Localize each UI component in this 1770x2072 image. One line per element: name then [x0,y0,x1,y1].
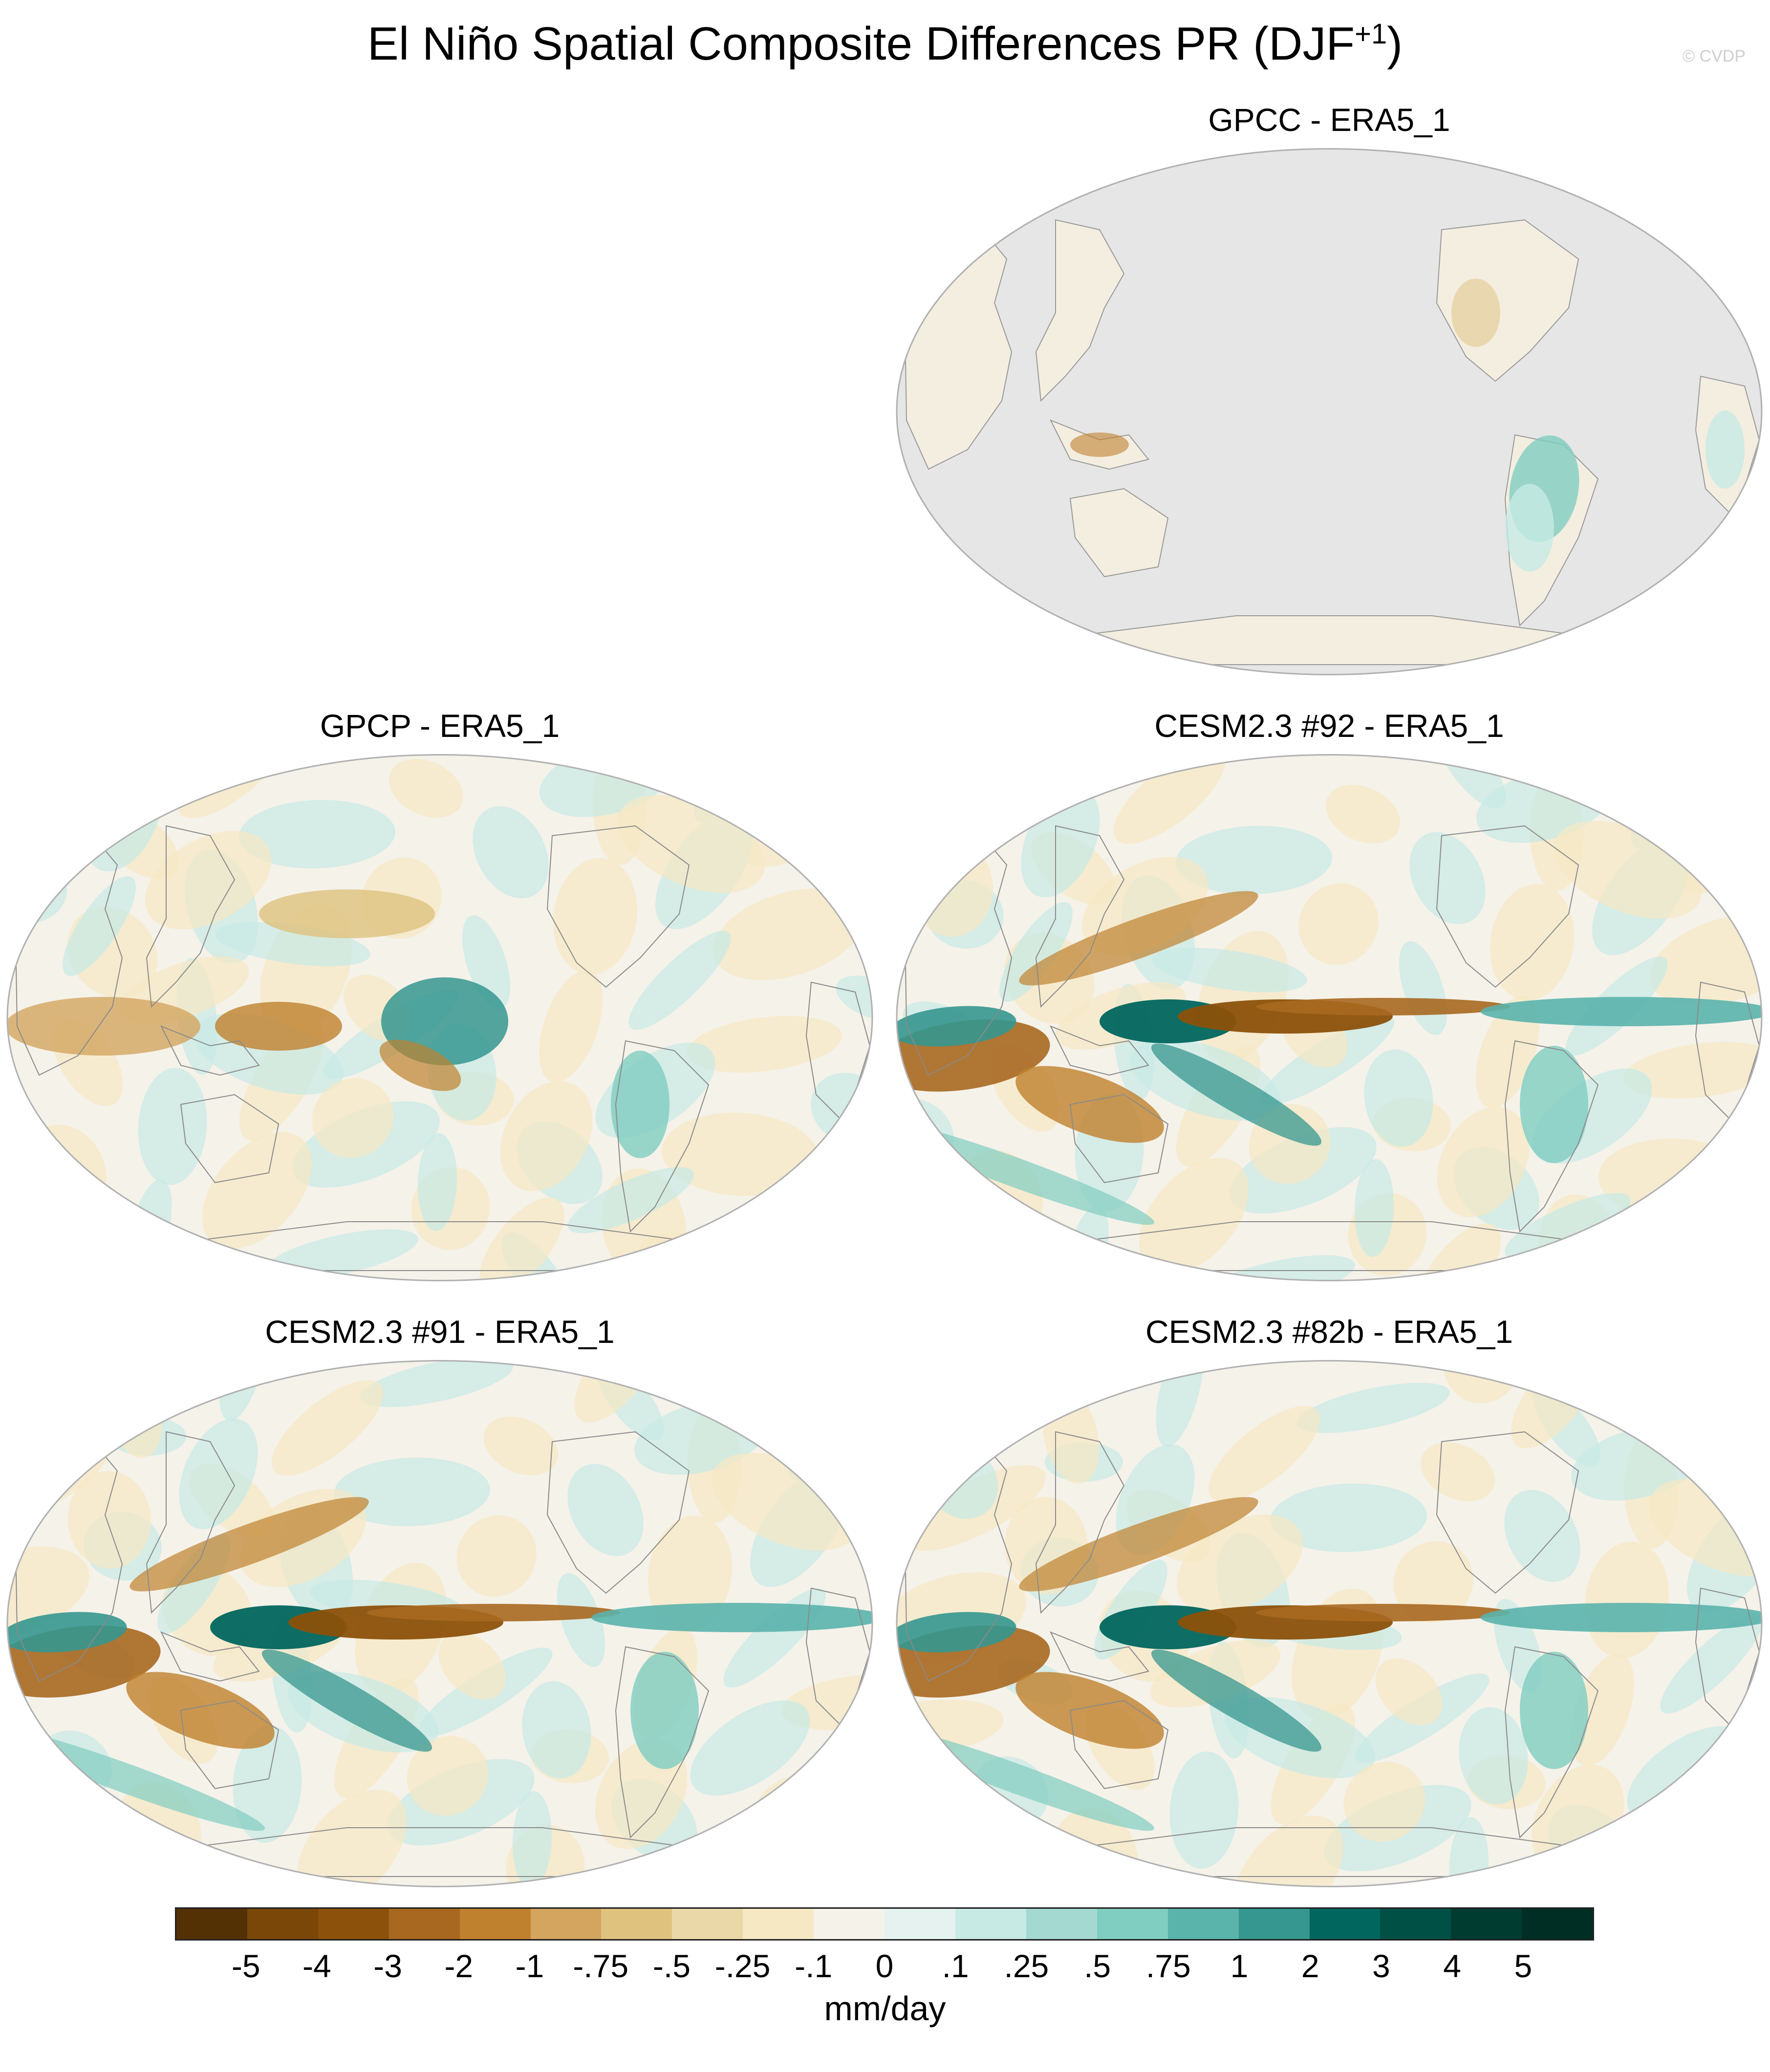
colorbar-tick-label: -.75 [573,1948,629,1984]
map-panel-gpcc: GPCC - ERA5_1 [894,100,1764,677]
colorbar-swatch [885,1909,955,1939]
panel-title: CESM2.3 #91 - ERA5_1 [265,1314,615,1350]
map-outline [6,754,873,1281]
colorbar-swatch [672,1909,743,1939]
colorbar-swatch [743,1909,814,1939]
colorbar-swatch [955,1909,1026,1939]
colorbar-swatch [247,1909,318,1939]
colorbar-tick-label: 3 [1372,1948,1390,1984]
colorbar-tick-label: 5 [1514,1948,1533,1984]
map-field [897,755,1762,1281]
colorbar-ticks: -5 -4 -3 -2 -1 -.75 -.5 -.25 -.1 0 .1 .25 .5 .75 1 2 3 4 5 [0,1947,1770,1986]
colorbar-tick-label: -.1 [795,1948,833,1984]
colorbar-tick-label: -3 [373,1948,402,1984]
colorbar-swatch [1167,1909,1239,1939]
map-panel-cesm91: CESM2.3 #91 - ERA5_1 [5,1312,875,1889]
colorbar-tick-label: -.25 [714,1948,771,1984]
colorbar-units: mm/day [824,1989,946,2028]
map-field [7,755,872,1281]
colorbar-swatch [1026,1909,1097,1939]
panel-title: CESM2.3 #92 - ERA5_1 [1154,708,1504,744]
map-outline [896,1360,1763,1887]
map-outline [896,754,1763,1281]
copyright-label: © CVDP [1683,47,1746,65]
colorbar-swatch [814,1909,885,1939]
colorbar-tick-label: 2 [1301,1948,1319,1984]
world-map [896,754,1763,1281]
colorbar-swatch [1380,1909,1451,1939]
panel-title: GPCC - ERA5_1 [1208,102,1450,138]
colorbar-tick-label: .1 [942,1948,969,1984]
colorbar-tick-label: 1 [1230,1948,1249,1984]
colorbar-swatch [459,1909,531,1939]
colorbar-swatch [1309,1909,1381,1939]
colorbar-swatch [1451,1909,1522,1939]
colorbar-swatch [176,1909,247,1939]
colorbar-swatch [1097,1909,1168,1939]
map-panel-cesm82b: CESM2.3 #82b - ERA5_1 [894,1312,1764,1889]
colorbar-swatch [601,1909,672,1939]
colorbar-swatch [1238,1909,1310,1939]
colorbar-tick-label: -5 [231,1948,260,1984]
colorbar-swatch [530,1909,602,1939]
map-panel-gpcp: GPCP - ERA5_1 [5,706,875,1283]
colorbar-tick-label: 4 [1443,1948,1461,1984]
colorbar-tick-label: .25 [1004,1948,1049,1984]
colorbar [175,1907,1594,1941]
map-field [897,1360,1762,1887]
colorbar-swatch [389,1909,460,1939]
colorbar-tick-label: 0 [875,1948,894,1984]
world-map [6,1360,873,1887]
map-field [7,1360,872,1887]
world-map [896,1360,1763,1887]
world-map [896,148,1763,675]
map-panel-cesm92: CESM2.3 #92 - ERA5_1 [894,706,1764,1283]
colorbar-swatch [1522,1909,1593,1939]
panel-title: GPCP - ERA5_1 [320,708,560,744]
map-field [897,149,1762,675]
colorbar-tick-label: -.5 [652,1948,691,1984]
colorbar-tick-label: -1 [515,1948,544,1984]
colorbar-tick-label: .75 [1145,1948,1191,1984]
colorbar-tick-label: -2 [444,1948,474,1984]
colorbar-tick-label: .5 [1084,1948,1111,1984]
figure-title: El Niño Spatial Composite Differences PR… [367,18,1403,70]
map-outline [6,1360,873,1887]
panel-title: CESM2.3 #82b - ERA5_1 [1145,1314,1513,1350]
map-outline [896,148,1763,675]
colorbar-tick-label: -4 [302,1948,331,1984]
colorbar-swatch [318,1909,389,1939]
world-map [6,754,873,1281]
